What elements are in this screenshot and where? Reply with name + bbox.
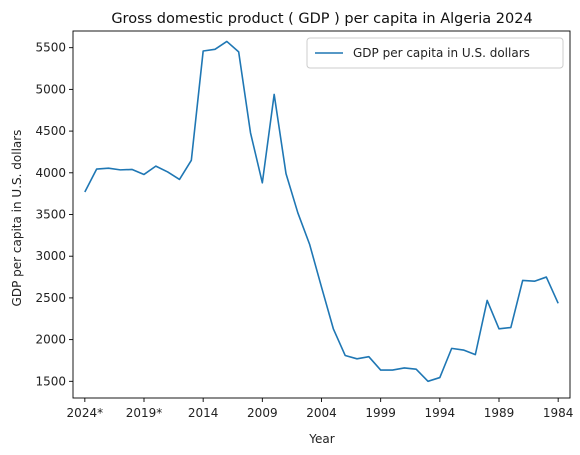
data-point: [226, 41, 228, 43]
data-point: [143, 174, 145, 176]
data-point: [167, 171, 169, 173]
data-point: [404, 367, 406, 369]
data-point: [155, 165, 157, 167]
x-tick-label: 2004: [306, 406, 337, 420]
data-point: [368, 356, 370, 358]
data-point: [250, 132, 252, 134]
legend-label: GDP per capita in U.S. dollars: [353, 46, 530, 60]
data-point: [262, 182, 264, 184]
y-tick-label: 2000: [35, 333, 66, 347]
data-point: [333, 328, 335, 330]
data-point: [191, 159, 193, 161]
y-tick-label: 5500: [35, 41, 66, 55]
data-point: [427, 381, 429, 383]
data-point: [96, 168, 98, 170]
data-point: [557, 303, 559, 305]
data-point: [273, 94, 275, 96]
data-point: [84, 191, 86, 193]
data-point: [179, 179, 181, 181]
data-point: [392, 369, 394, 371]
data-point: [238, 51, 240, 53]
y-tick-label: 4500: [35, 124, 66, 138]
x-tick-label: 2014: [188, 406, 219, 420]
data-point: [214, 49, 216, 51]
x-tick-label: 1994: [425, 406, 456, 420]
y-axis-title: GDP per capita in U.S. dollars: [10, 130, 24, 307]
data-point: [498, 328, 500, 330]
x-tick-label: 2009: [247, 406, 278, 420]
legend: GDP per capita in U.S. dollars: [306, 37, 564, 69]
x-tick-label: 1984: [543, 406, 574, 420]
x-axis-title: Year: [308, 432, 334, 446]
data-point: [475, 354, 477, 356]
data-point: [380, 369, 382, 371]
data-point: [415, 368, 417, 370]
x-tick-label: 2024*: [67, 406, 104, 420]
x-tick-label: 1999: [365, 406, 396, 420]
data-point: [297, 212, 299, 214]
y-tick-label: 2500: [35, 291, 66, 305]
chart-title: Gross domestic product ( GDP ) per capit…: [111, 11, 532, 27]
data-point: [510, 327, 512, 329]
data-point: [309, 244, 311, 246]
y-tick-label: 1500: [35, 374, 66, 388]
series-line: [84, 40, 559, 383]
data-point: [285, 173, 287, 175]
plot-area: 2024* 2019* 2014 2009 2004 1999 1994 1989 1984 15…: [35, 30, 574, 420]
x-tick-label: 2019*: [126, 406, 163, 420]
data-point: [486, 300, 488, 302]
data-point: [534, 280, 536, 282]
x-tick-label: 1989: [484, 406, 515, 420]
data-point: [463, 349, 465, 351]
data-point: [546, 276, 548, 278]
y-tick-label: 4000: [35, 166, 66, 180]
y-tick-label: 3000: [35, 249, 66, 263]
y-tick-label: 3500: [35, 208, 66, 222]
data-point: [451, 348, 453, 350]
data-point: [131, 169, 133, 171]
legend-box: [306, 37, 564, 69]
data-point: [202, 50, 204, 52]
data-point: [356, 358, 358, 360]
axes-frame: [72, 30, 571, 399]
data-point: [522, 280, 524, 282]
data-point: [120, 169, 122, 171]
data-point: [108, 167, 110, 169]
data-point: [439, 377, 441, 379]
data-point: [321, 286, 323, 288]
data-point: [344, 355, 346, 357]
y-tick-label: 5000: [35, 82, 66, 96]
